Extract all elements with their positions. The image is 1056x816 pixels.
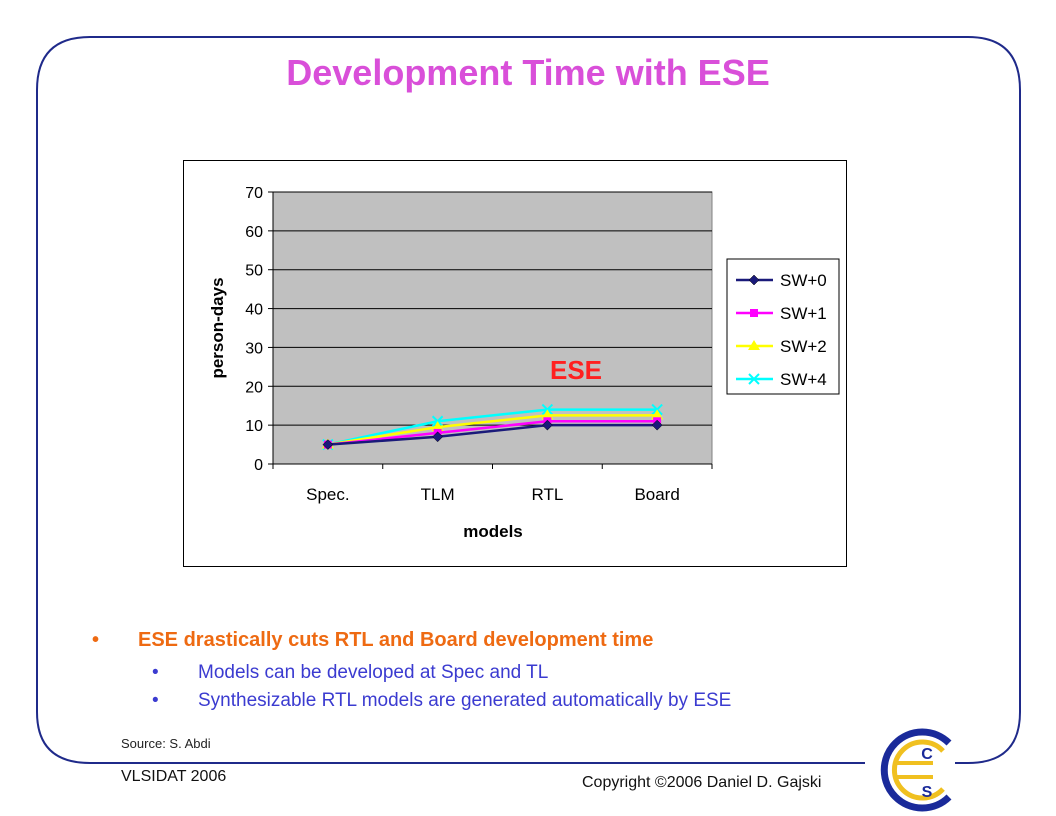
x-axis-label: models [463,522,523,541]
x-marker [748,373,760,385]
series-line [327,408,658,446]
y-tick-label: 20 [245,379,263,396]
series-line [327,420,658,446]
diamond-marker [748,274,760,286]
venue-label: VLSIDAT 2006 [121,768,227,785]
triangle-marker [651,409,664,420]
y-axis-label: person-days [208,277,227,378]
slide-title: Development Time with ESE [286,52,770,93]
y-tick-label: 10 [245,418,263,435]
y-tick-label: 60 [245,224,263,241]
sub-bullet-1-text: Models can be developed at Spec and TL [198,662,549,683]
y-tick-labels: 0 10 20 30 40 50 60 70 [245,185,263,474]
source-note: Source: S. Abdi [121,736,211,751]
logo-letter-c: C [921,746,933,763]
y-tick-label: 30 [245,340,263,357]
cecs-logo: C S [880,728,952,812]
diamond-marker [432,431,443,443]
sub-bullet-marker: • [152,662,159,683]
diamond-marker [651,419,663,431]
diamond-marker [542,419,553,431]
x-tick-label: TLM [421,485,455,504]
y-tick-label: 0 [254,457,263,474]
series-line [327,423,658,446]
x-tick-label: RTL [531,485,563,504]
triangle-marker [748,340,760,350]
y-tick-label: 40 [245,302,263,319]
series-sw-plus-0 [322,419,663,450]
triangle-marker [431,421,444,432]
legend-label: SW+0 [780,271,827,290]
x-tick-label: Spec. [306,485,349,504]
logo-letter-s: S [922,784,933,801]
plot-area [272,191,713,465]
legend-box [726,258,840,395]
x-tick-label: Board [634,485,679,504]
diamond-marker [322,439,334,450]
y-tick-label: 50 [245,263,263,280]
x-tick-labels: Spec. TLM RTL Board [306,485,680,504]
legend-label: SW+1 [780,304,827,323]
bullet-marker: • [92,629,100,651]
series-lines [321,403,664,451]
line-chart: 0 10 20 30 40 50 60 70 Spec. TLM RTL Board person-… [183,160,847,567]
frame-border [36,36,1021,764]
triangle-marker [541,409,554,420]
ese-annotation: ESE [550,355,602,385]
logo-inner-arc [892,739,945,801]
axes [268,191,713,469]
sub-bullet-2-text: Synthesizable RTL models are generated a… [198,690,732,711]
legend: SW+0 SW+1 SW+2 SW+4 [726,258,840,395]
sub-bullet-marker: • [152,690,159,711]
series-line [327,414,658,446]
legend-item: SW+2 [736,337,827,356]
legend-item: SW+1 [736,304,827,323]
copyright-notice: Copyright ©2006 Daniel D. Gajski [582,774,822,791]
legend-item: SW+0 [736,271,827,290]
legend-label: SW+2 [780,337,827,356]
bullet-main-text: ESE drastically cuts RTL and Board devel… [138,629,654,651]
legend-item: SW+4 [736,370,827,389]
y-tick-label: 70 [245,185,263,202]
logo-outer-arc [880,728,952,812]
legend-label: SW+4 [780,370,827,389]
square-marker [750,309,758,317]
